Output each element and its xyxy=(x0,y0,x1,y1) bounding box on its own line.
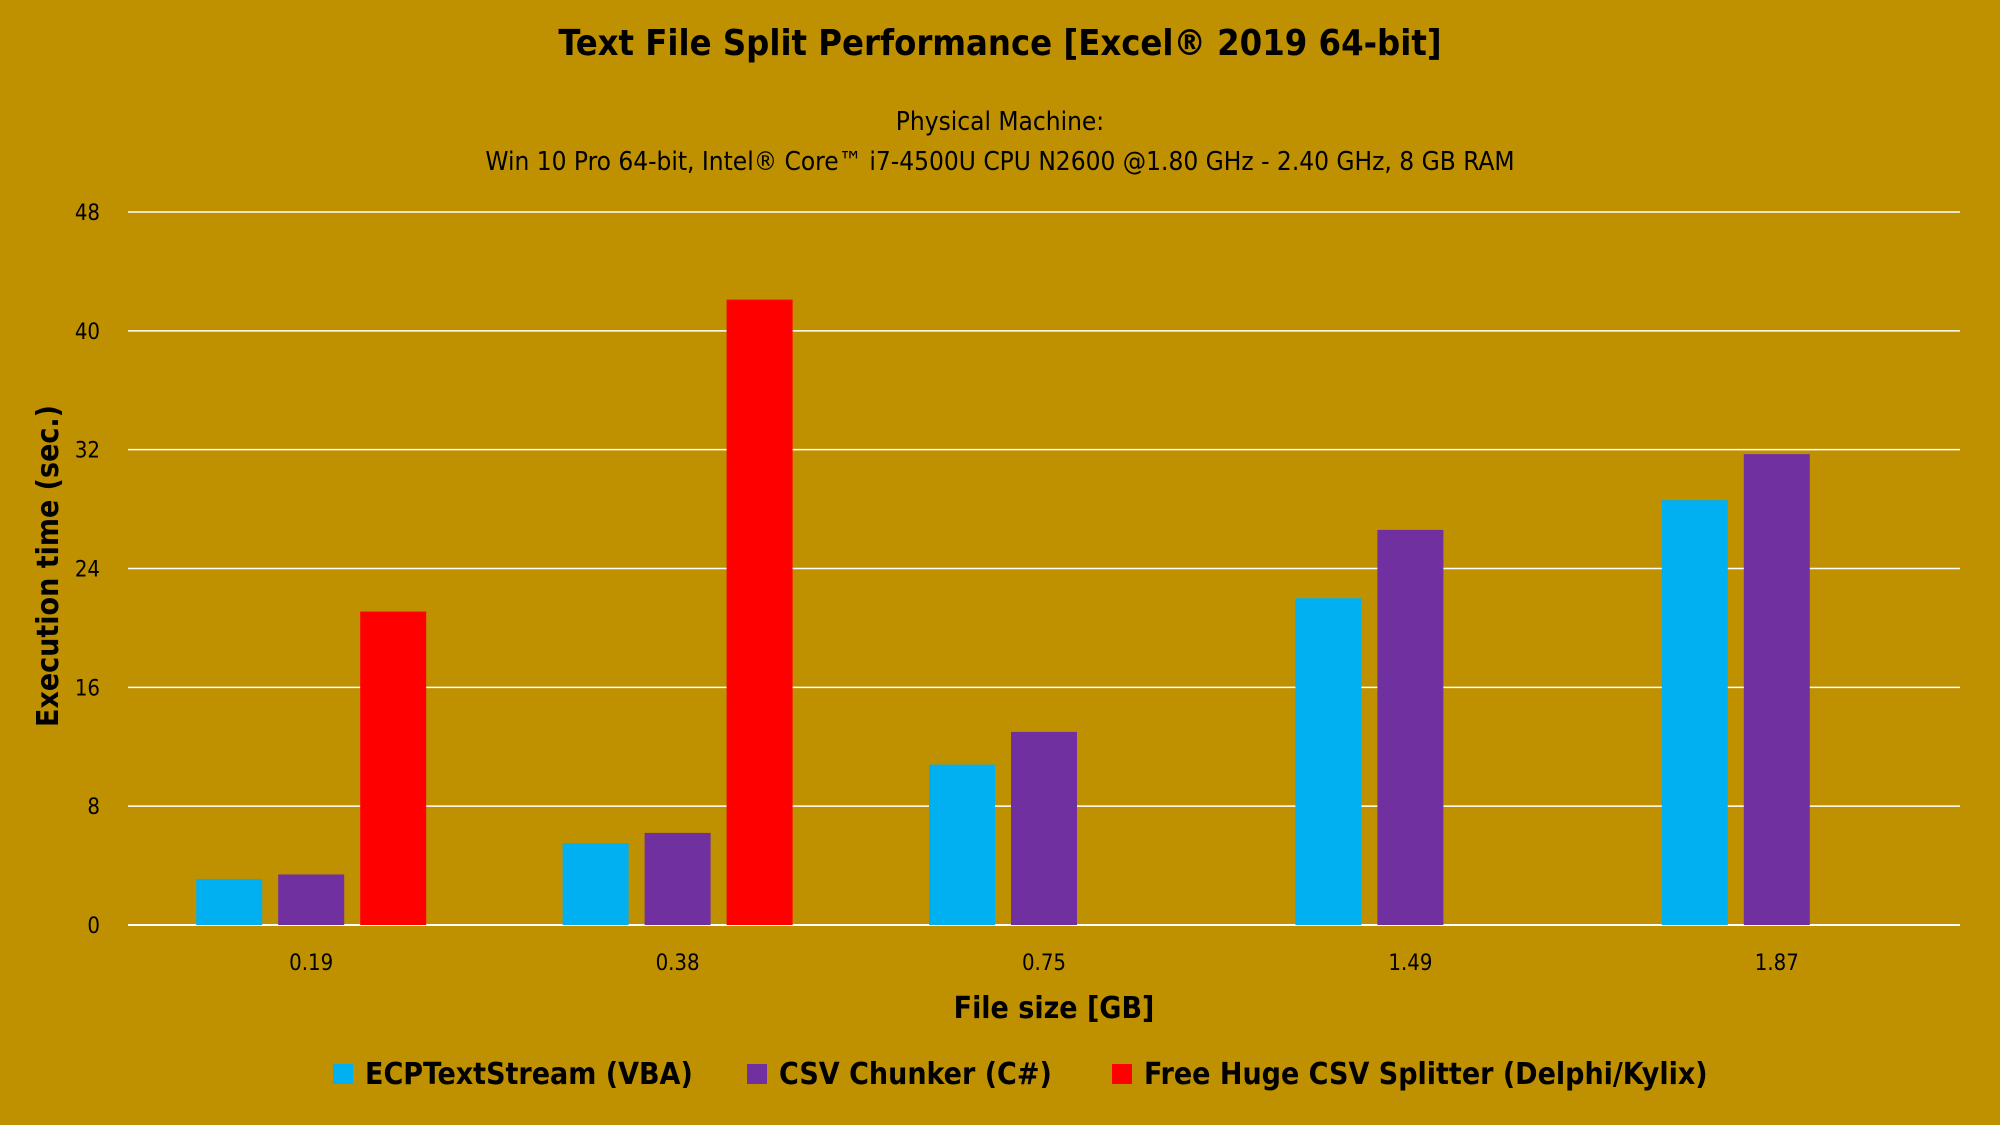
y-tick-label: 0 xyxy=(87,914,100,939)
x-axis-ticks: 0.19 0.38 0.75 1.49 1.87 xyxy=(289,951,1799,976)
legend: ECPTextStream (VBA) CSV Chunker (C#) Free … xyxy=(333,1057,1708,1092)
legend-swatch xyxy=(333,1064,353,1084)
chart-subtitle-line-1: Physical Machine: xyxy=(896,107,1104,137)
x-tick-label: 0.19 xyxy=(289,951,333,976)
chart-subtitle-line-2: Win 10 Pro 64-bit, Intel® Core™ i7-4500U… xyxy=(485,147,1514,177)
x-tick-label: 0.75 xyxy=(1022,951,1066,976)
legend-label: Free Huge CSV Splitter (Delphi/Kylix) xyxy=(1144,1057,1708,1092)
bar-free-huge-csv-splitter-delphi-kylix-0-38 xyxy=(726,299,793,925)
bar-csv-chunker-c-0-19 xyxy=(278,874,345,925)
x-tick-label: 1.49 xyxy=(1388,951,1432,976)
bar-csv-chunker-c-1-87 xyxy=(1743,454,1810,925)
chart-title: Text File Split Performance [Excel® 2019… xyxy=(558,23,1441,64)
legend-label: CSV Chunker (C#) xyxy=(779,1057,1052,1092)
legend-swatch xyxy=(1112,1064,1132,1084)
bar-ecptextstream-vba-0-38 xyxy=(562,843,629,925)
bar-ecptextstream-vba-0-19 xyxy=(196,878,263,925)
x-tick-label: 1.87 xyxy=(1755,951,1799,976)
y-tick-label: 40 xyxy=(75,320,100,345)
bar-free-huge-csv-splitter-delphi-kylix-0-19 xyxy=(360,611,427,925)
bars xyxy=(196,299,1810,925)
y-tick-label: 24 xyxy=(75,558,100,583)
y-tick-label: 32 xyxy=(75,439,100,464)
y-tick-label: 48 xyxy=(75,201,100,226)
bar-csv-chunker-c-1-49 xyxy=(1377,529,1444,925)
bar-ecptextstream-vba-1-87 xyxy=(1661,500,1728,925)
y-tick-label: 8 xyxy=(87,795,100,820)
x-tick-label: 0.38 xyxy=(656,951,700,976)
bar-csv-chunker-c-0-75 xyxy=(1011,731,1077,925)
y-axis-ticks: 0 8 16 24 32 40 48 xyxy=(75,201,100,939)
bar-ecptextstream-vba-0-75 xyxy=(929,764,995,925)
bar-ecptextstream-vba-1-49 xyxy=(1295,598,1362,925)
x-axis-title: File size [GB] xyxy=(954,991,1155,1026)
legend-label: ECPTextStream (VBA) xyxy=(365,1057,693,1092)
legend-swatch xyxy=(747,1064,767,1084)
bar-csv-chunker-c-0-38 xyxy=(644,832,711,925)
y-axis-title: Execution time (sec.) xyxy=(31,405,66,727)
y-tick-label: 16 xyxy=(75,676,100,701)
gridlines xyxy=(128,211,1960,926)
